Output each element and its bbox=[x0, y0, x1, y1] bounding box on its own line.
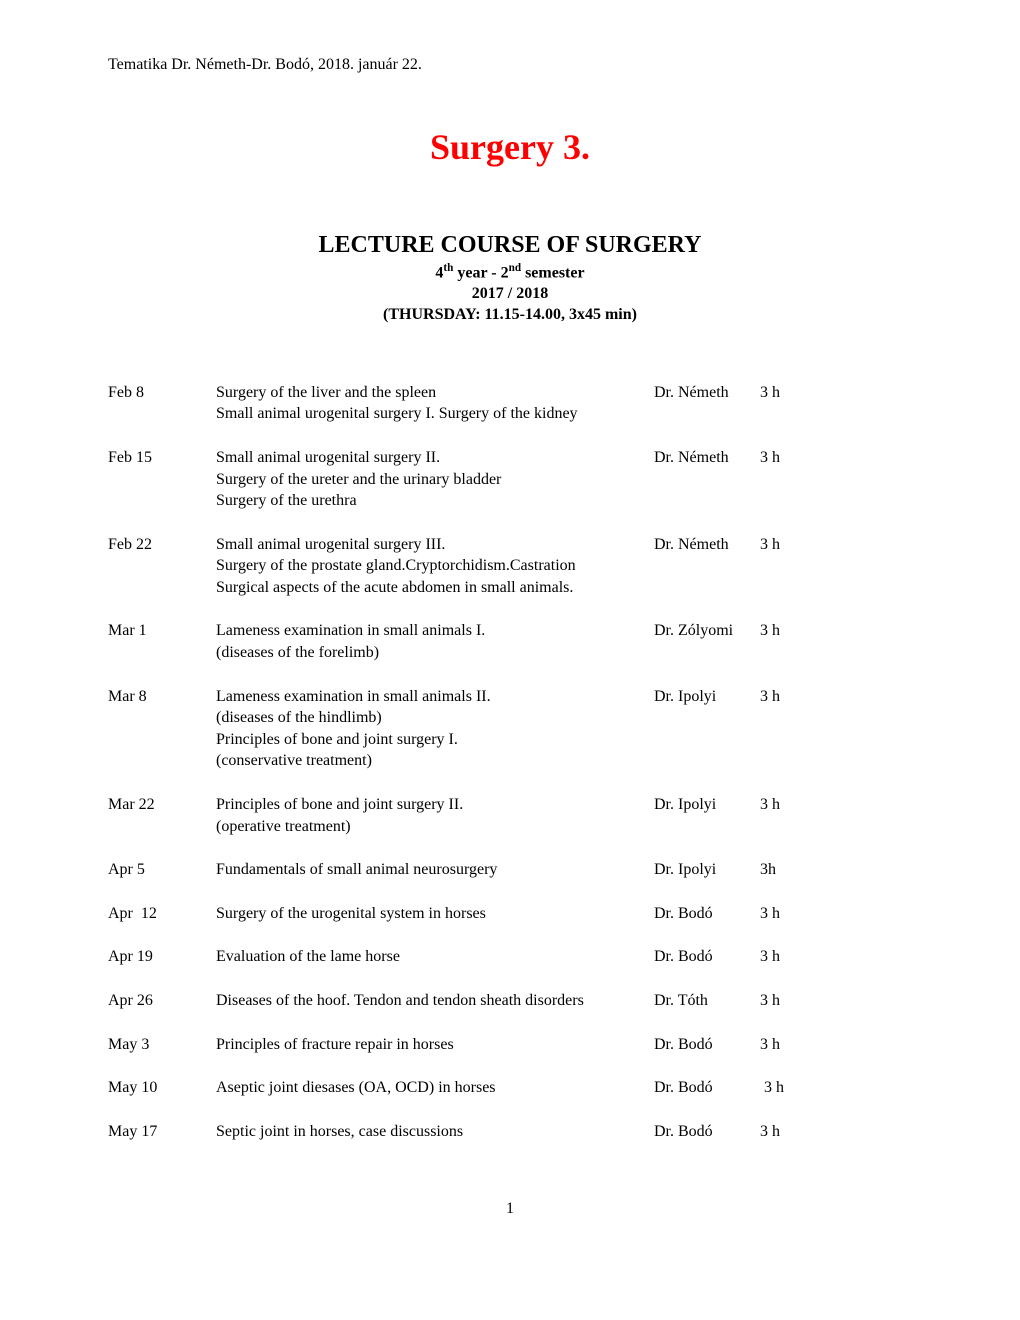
topic-cell: Aseptic joint diesases (OA, OCD) in hors… bbox=[216, 1077, 654, 1099]
topic-cell: Small animal urogenital surgery III. Sur… bbox=[216, 534, 654, 599]
date-cell: May 17 bbox=[108, 1121, 216, 1143]
date-cell: Mar 1 bbox=[108, 620, 216, 642]
semester-ordinal-sup: nd bbox=[509, 262, 521, 274]
hours-cell: 3 h bbox=[760, 620, 800, 642]
hours-cell: 3h bbox=[760, 859, 800, 881]
topic-cell: Principles of fracture repair in horses bbox=[216, 1034, 654, 1056]
page-title: Surgery 3. bbox=[108, 126, 912, 168]
lecturer-cell: Dr. Bodó bbox=[654, 1077, 760, 1099]
date-cell: Feb 15 bbox=[108, 447, 216, 469]
date-cell: Mar 22 bbox=[108, 794, 216, 816]
schedule-row: Apr 19Evaluation of the lame horseDr. Bo… bbox=[108, 946, 912, 968]
topic-cell: Lameness examination in small animals I.… bbox=[216, 620, 654, 663]
date-cell: May 10 bbox=[108, 1077, 216, 1099]
schedule-row: May 3Principles of fracture repair in ho… bbox=[108, 1034, 912, 1056]
lecturer-cell: Dr. Ipolyi bbox=[654, 859, 760, 881]
topic-cell: Principles of bone and joint surgery II.… bbox=[216, 794, 654, 837]
semester-suffix: semester bbox=[521, 264, 585, 281]
schedule-row: Apr 5Fundamentals of small animal neuros… bbox=[108, 859, 912, 881]
topic-cell: Small animal urogenital surgery II. Surg… bbox=[216, 447, 654, 512]
schedule-row: May 10Aseptic joint diesases (OA, OCD) i… bbox=[108, 1077, 912, 1099]
date-cell: Apr 5 bbox=[108, 859, 216, 881]
lecturer-cell: Dr. Tóth bbox=[654, 990, 760, 1012]
date-cell: Apr 12 bbox=[108, 903, 216, 925]
schedule-row: Mar 22Principles of bone and joint surge… bbox=[108, 794, 912, 837]
date-cell: Feb 22 bbox=[108, 534, 216, 556]
schedule-row: Feb 22Small animal urogenital surgery II… bbox=[108, 534, 912, 599]
sub-heading-year-semester: 4th year - 2nd semester bbox=[108, 261, 912, 284]
topic-cell: Septic joint in horses, case discussions bbox=[216, 1121, 654, 1143]
schedule-row: Mar 8Lameness examination in small anima… bbox=[108, 686, 912, 772]
hours-cell: 3 h bbox=[760, 447, 800, 469]
hours-cell: 3 h bbox=[760, 903, 800, 925]
date-cell: May 3 bbox=[108, 1034, 216, 1056]
lecturer-cell: Dr. Ipolyi bbox=[654, 686, 760, 708]
hours-cell: 3 h bbox=[760, 794, 800, 816]
date-cell: Mar 8 bbox=[108, 686, 216, 708]
lecturer-cell: Dr. Zólyomi bbox=[654, 620, 760, 642]
schedule-row: Apr 26Diseases of the hoof. Tendon and t… bbox=[108, 990, 912, 1012]
lecturer-cell: Dr. Németh bbox=[654, 382, 760, 404]
topic-cell: Surgery of the urogenital system in hors… bbox=[216, 903, 654, 925]
topic-cell: Diseases of the hoof. Tendon and tendon … bbox=[216, 990, 654, 1012]
course-heading: LECTURE COURSE OF SURGERY bbox=[108, 232, 912, 259]
schedule-row: Feb 15Small animal urogenital surgery II… bbox=[108, 447, 912, 512]
schedule-row: May 17Septic joint in horses, case discu… bbox=[108, 1121, 912, 1143]
date-cell: Feb 8 bbox=[108, 382, 216, 404]
lecturer-cell: Dr. Németh bbox=[654, 447, 760, 469]
date-cell: Apr 19 bbox=[108, 946, 216, 968]
sub-heading-time: (THURSDAY: 11.15-14.00, 3x45 min) bbox=[108, 305, 912, 326]
hours-cell: 3 h bbox=[760, 1034, 800, 1056]
topic-cell: Lameness examination in small animals II… bbox=[216, 686, 654, 772]
topic-cell: Evaluation of the lame horse bbox=[216, 946, 654, 968]
lecturer-cell: Dr. Németh bbox=[654, 534, 760, 556]
page-number: 1 bbox=[108, 1200, 912, 1218]
topic-cell: Surgery of the liver and the spleen Smal… bbox=[216, 382, 654, 425]
hours-cell: 3 h bbox=[760, 1077, 800, 1099]
sub-heading-year: 2017 / 2018 bbox=[108, 284, 912, 305]
year-semester-mid: year - 2 bbox=[453, 264, 508, 281]
schedule-row: Mar 1Lameness examination in small anima… bbox=[108, 620, 912, 663]
topic-cell: Fundamentals of small animal neurosurger… bbox=[216, 859, 654, 881]
hours-cell: 3 h bbox=[760, 990, 800, 1012]
date-cell: Apr 26 bbox=[108, 990, 216, 1012]
hours-cell: 3 h bbox=[760, 946, 800, 968]
lecturer-cell: Dr. Bodó bbox=[654, 946, 760, 968]
lecturer-cell: Dr. Ipolyi bbox=[654, 794, 760, 816]
hours-cell: 3 h bbox=[760, 1121, 800, 1143]
lecturer-cell: Dr. Bodó bbox=[654, 1121, 760, 1143]
hours-cell: 3 h bbox=[760, 686, 800, 708]
schedule-row: Feb 8Surgery of the liver and the spleen… bbox=[108, 382, 912, 425]
schedule-table: Feb 8Surgery of the liver and the spleen… bbox=[108, 382, 912, 1143]
header-line: Tematika Dr. Németh-Dr. Bodó, 2018. janu… bbox=[108, 56, 912, 74]
lecturer-cell: Dr. Bodó bbox=[654, 1034, 760, 1056]
hours-cell: 3 h bbox=[760, 534, 800, 556]
lecturer-cell: Dr. Bodó bbox=[654, 903, 760, 925]
hours-cell: 3 h bbox=[760, 382, 800, 404]
schedule-row: Apr 12Surgery of the urogenital system i… bbox=[108, 903, 912, 925]
year-ordinal-sup: th bbox=[443, 262, 453, 274]
